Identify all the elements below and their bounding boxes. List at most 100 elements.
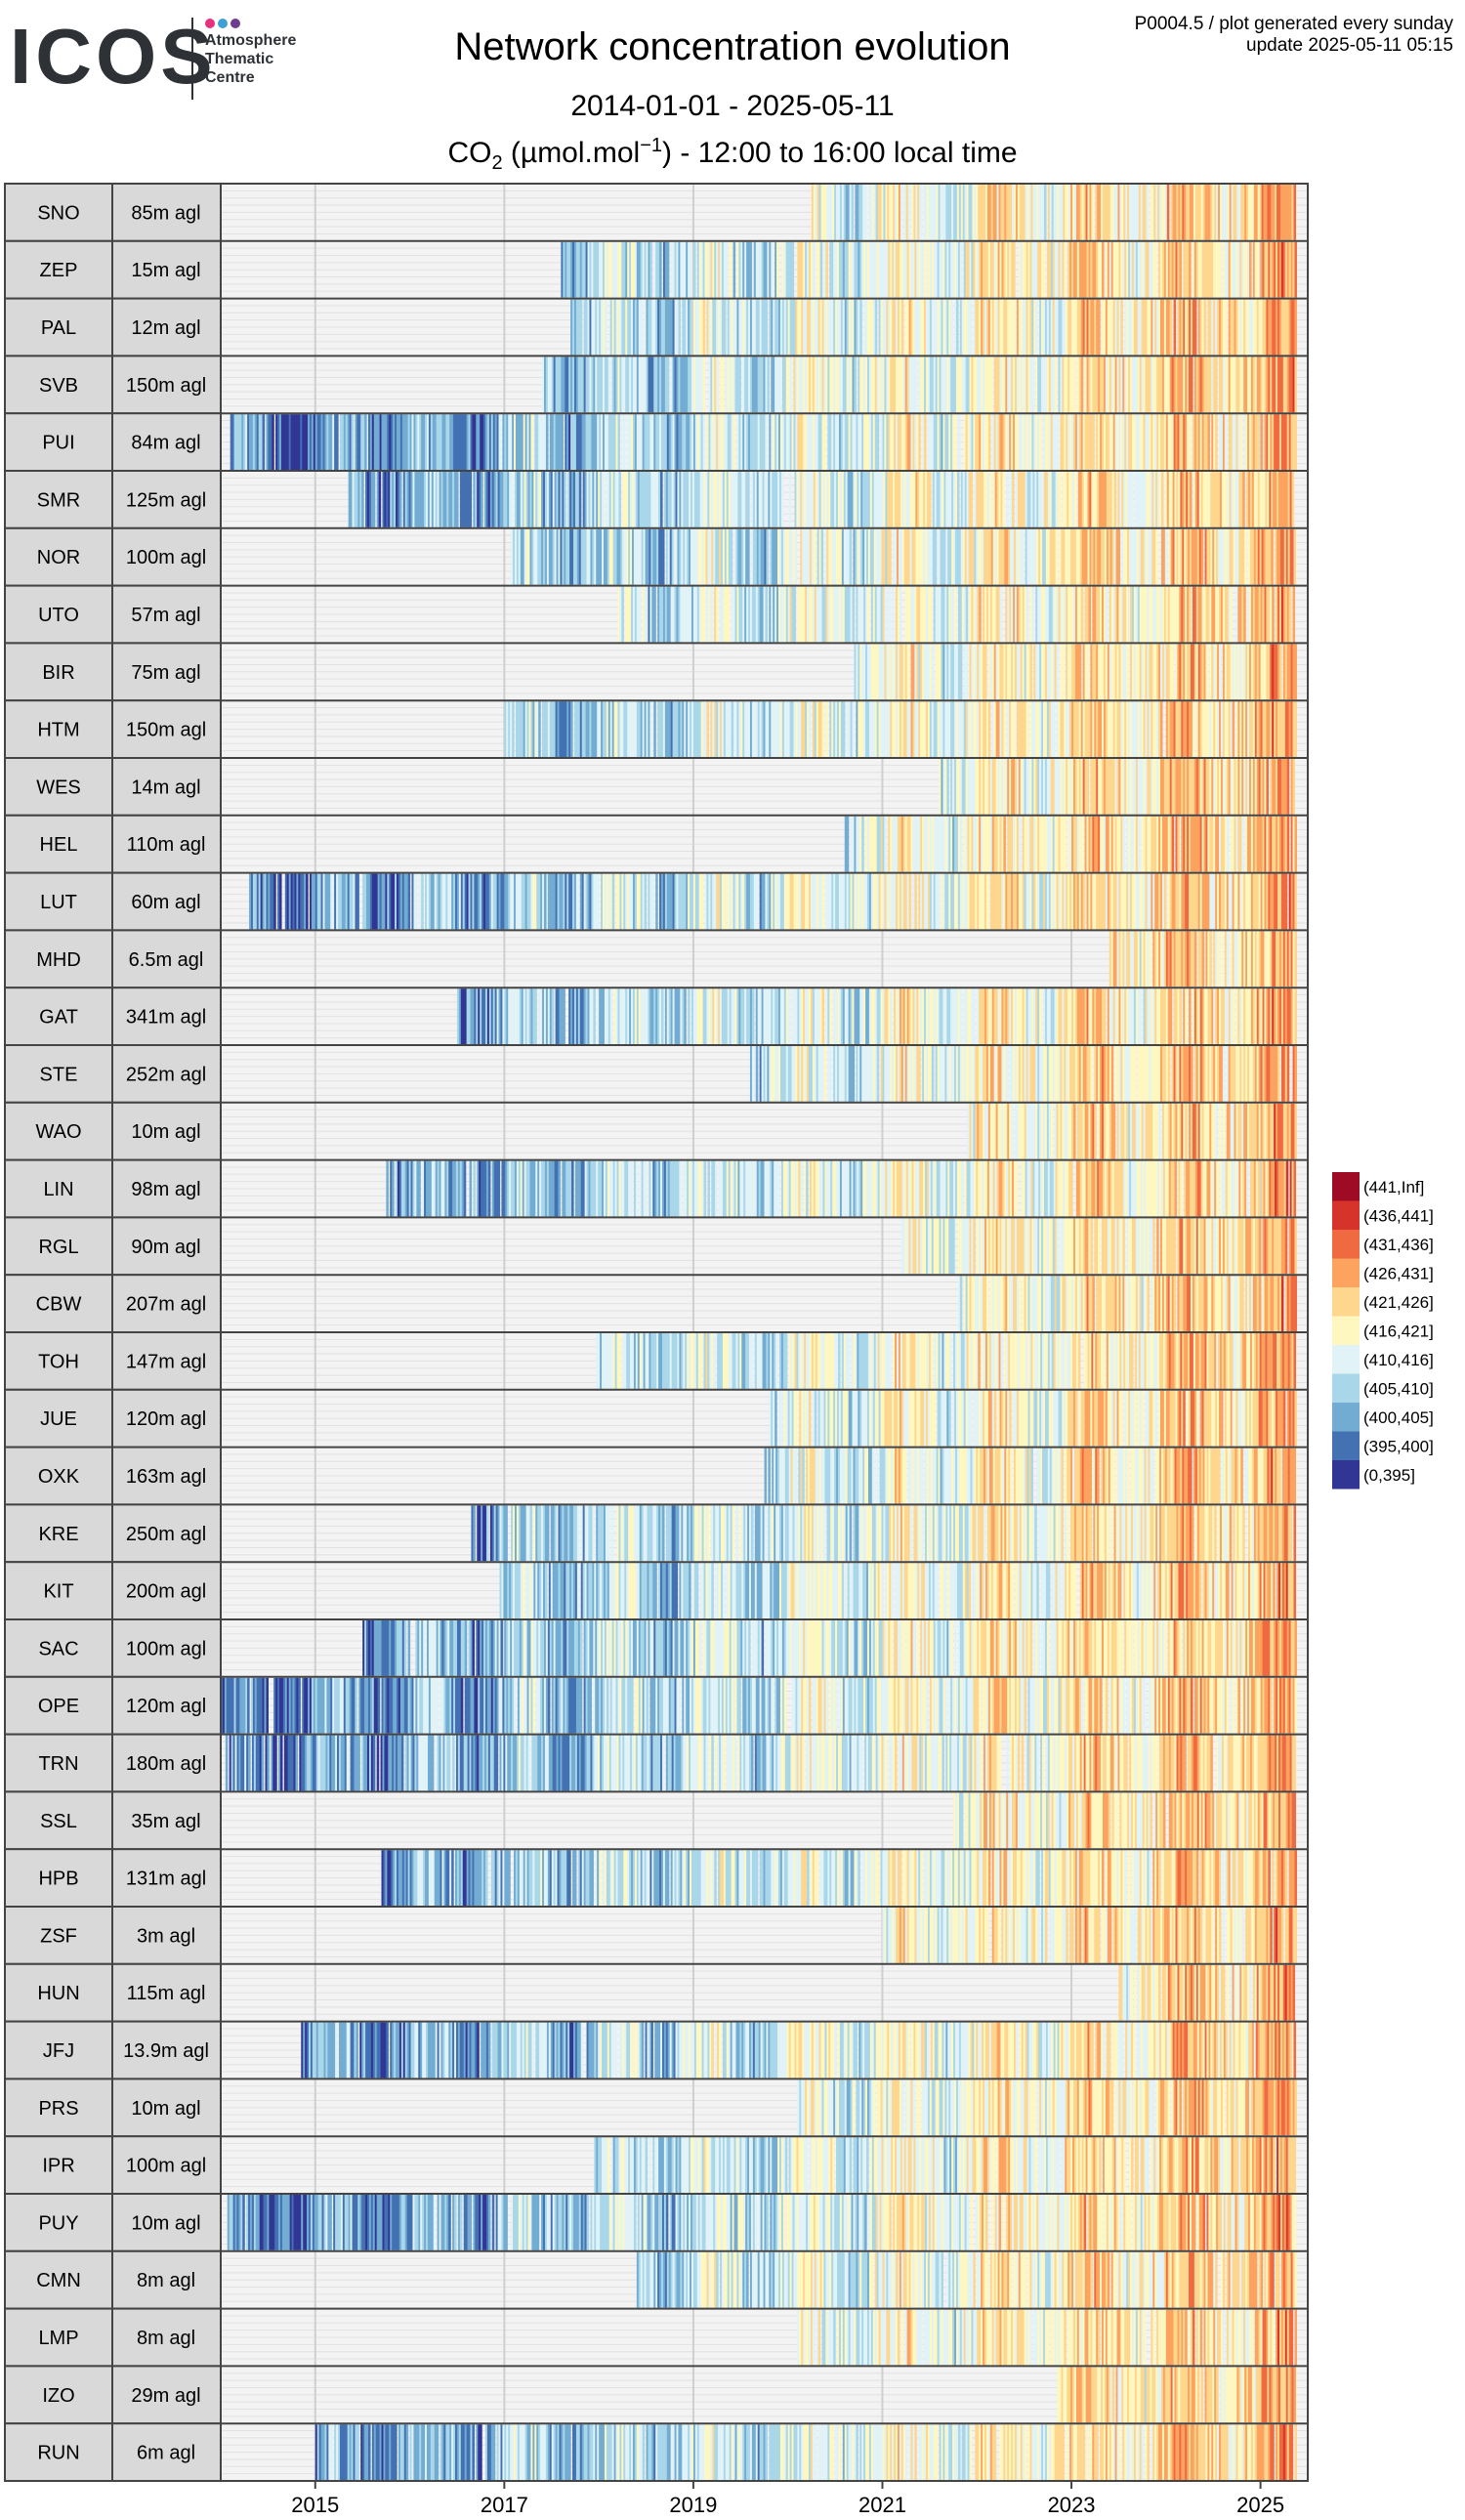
heatmap-cell — [1282, 241, 1286, 298]
heatmap-cell — [700, 241, 704, 298]
heatmap-cell — [708, 357, 711, 413]
heatmap-cell — [967, 241, 971, 298]
heatmap-cell — [1020, 414, 1024, 470]
heatmap-cell — [1120, 241, 1123, 298]
heatmap-cell — [1294, 644, 1297, 700]
heatmap-cell — [805, 414, 808, 470]
heatmap-cell — [683, 472, 686, 527]
heatmap-cell — [632, 299, 636, 356]
heatmap-cell — [827, 414, 830, 470]
heatmap-cell — [749, 414, 753, 470]
heatmap-cell — [882, 241, 886, 298]
heatmap-cell — [702, 586, 706, 643]
heatmap-cell — [1271, 185, 1274, 240]
heatmap-cell — [245, 414, 248, 470]
heatmap-cell — [686, 414, 689, 470]
heatmap-cell — [651, 873, 654, 930]
heatmap-cell — [423, 414, 426, 470]
heatmap-cell — [698, 299, 702, 356]
heatmap-cell — [1216, 185, 1219, 240]
heatmap-cell — [929, 241, 933, 298]
unit-superscript: −1 — [640, 135, 663, 156]
heatmap-cell — [1026, 241, 1029, 298]
heatmap-cell — [805, 241, 808, 298]
heatmap-cell — [1129, 472, 1132, 527]
heatmap-cell — [1150, 472, 1152, 527]
heatmap-cell — [1212, 185, 1215, 240]
heatmap-cell — [742, 357, 745, 413]
heatmap-cell — [445, 414, 448, 470]
heatmap-cell — [797, 414, 800, 470]
heatmap-cell — [649, 241, 652, 298]
heatmap-cell — [1199, 414, 1203, 470]
heatmap-cell — [546, 472, 550, 527]
heatmap-cell — [1260, 241, 1264, 298]
heatmap-cell — [955, 241, 959, 298]
heatmap-cell — [1266, 357, 1269, 413]
heatmap-cell — [1116, 299, 1120, 356]
heatmap-cell — [604, 357, 607, 413]
heatmap-cell — [1050, 241, 1054, 298]
heatmap-cell — [389, 414, 392, 470]
heatmap-cell — [900, 241, 904, 298]
heatmap-cell — [1109, 414, 1112, 470]
heatmap-cell — [785, 414, 789, 470]
heatmap-cell — [950, 241, 953, 298]
heatmap-cell — [1294, 241, 1297, 298]
heatmap-cell — [773, 414, 775, 470]
heatmap-cell — [570, 241, 573, 298]
heatmap-cell — [1043, 414, 1046, 470]
heatmap-cell — [866, 241, 870, 298]
heatmap-cell — [979, 241, 982, 298]
heatmap-cell — [912, 357, 915, 413]
heatmap-cell — [914, 414, 917, 470]
heatmap-cell — [1126, 299, 1129, 356]
heatmap-cell — [1234, 299, 1237, 356]
heatmap-cell — [1150, 185, 1152, 240]
heatmap-cell — [1033, 299, 1036, 356]
heatmap-cell — [984, 414, 987, 470]
heatmap-cell — [951, 185, 954, 240]
heatmap-cell — [390, 472, 393, 527]
heatmap-cell — [979, 299, 982, 356]
heatmap-cell — [868, 357, 872, 413]
heatmap-cell — [1267, 185, 1270, 240]
logo-subtitle-line-3: Centre — [205, 69, 255, 86]
heatmap-cell — [1007, 241, 1010, 298]
heatmap-cell — [767, 357, 770, 413]
heatmap-cell — [679, 472, 682, 527]
heatmap-cell — [808, 357, 812, 413]
heatmap-cell — [1078, 644, 1082, 700]
heatmap-cell — [1224, 299, 1228, 356]
heatmap-cell — [375, 414, 379, 470]
heatmap-cell — [723, 873, 727, 930]
heatmap-cell — [1042, 472, 1045, 527]
heatmap-cell — [1152, 414, 1155, 470]
heatmap-cell — [511, 472, 514, 527]
heatmap-cell — [328, 414, 331, 470]
heatmap-cell — [347, 414, 351, 470]
heatmap-cell — [651, 299, 654, 356]
heatmap-cell — [771, 357, 774, 413]
heatmap-cell — [1098, 357, 1101, 413]
heatmap-cell — [627, 299, 630, 356]
heatmap-cell — [1174, 185, 1178, 240]
heatmap-cell — [1167, 414, 1171, 470]
heatmap-cell — [923, 472, 926, 527]
heatmap-cell — [1219, 357, 1222, 413]
heatmap-cell — [1220, 931, 1224, 987]
heatmap-cell — [1152, 299, 1155, 356]
heatmap-cell — [937, 357, 941, 413]
heatmap-cell — [833, 299, 836, 356]
heatmap-cell — [744, 414, 747, 470]
heatmap-cell — [684, 241, 687, 298]
heatmap-cell — [573, 241, 577, 298]
heatmap-cell — [755, 357, 759, 413]
heatmap-cell — [1002, 472, 1005, 527]
heatmap-cell — [1284, 414, 1288, 470]
heatmap-cell — [479, 472, 481, 527]
heatmap-cell — [674, 241, 678, 298]
heatmap-cell — [581, 414, 585, 470]
heatmap-cell — [523, 414, 526, 470]
heatmap-cell — [714, 414, 717, 470]
